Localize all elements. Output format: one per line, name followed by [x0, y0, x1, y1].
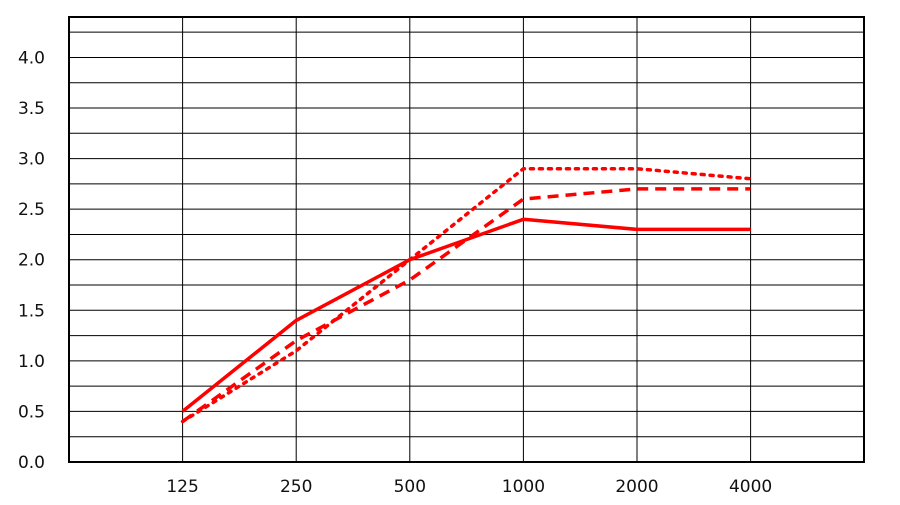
- y-tick-label: 2.0: [18, 251, 45, 271]
- x-tick-label: 500: [394, 477, 426, 497]
- series-lines: [180, 166, 753, 424]
- series-dotted-line: [180, 166, 753, 424]
- y-tick-label: 3.0: [18, 150, 45, 170]
- horizontal-gridlines: [69, 31, 864, 463]
- y-tick-label: 1.0: [18, 352, 45, 372]
- y-tick-label: 3.5: [18, 99, 45, 119]
- y-tick-label: 1.5: [18, 301, 45, 321]
- y-tick-label: 0.5: [18, 402, 45, 422]
- x-tick-label: 2000: [615, 477, 658, 497]
- x-axis-tick-labels: 125 250 500 1000 2000 4000: [166, 477, 772, 497]
- vertical-gridlines: [182, 17, 752, 462]
- x-tick-label: 4000: [729, 477, 772, 497]
- y-tick-label: 4.0: [18, 48, 45, 68]
- series-solid-line: [181, 217, 751, 413]
- x-tick-label: 250: [280, 477, 312, 497]
- series-dashed-line: [181, 187, 751, 423]
- y-axis-tick-labels: 0.0 0.5 1.0 1.5 2.0 2.5 3.0 3.5 4.0: [18, 48, 45, 473]
- y-tick-label: 2.5: [18, 200, 45, 220]
- y-tick-label: 0.0: [18, 453, 45, 473]
- x-tick-label: 1000: [502, 477, 545, 497]
- plot-frame: [68, 16, 865, 463]
- x-tick-label: 125: [166, 477, 198, 497]
